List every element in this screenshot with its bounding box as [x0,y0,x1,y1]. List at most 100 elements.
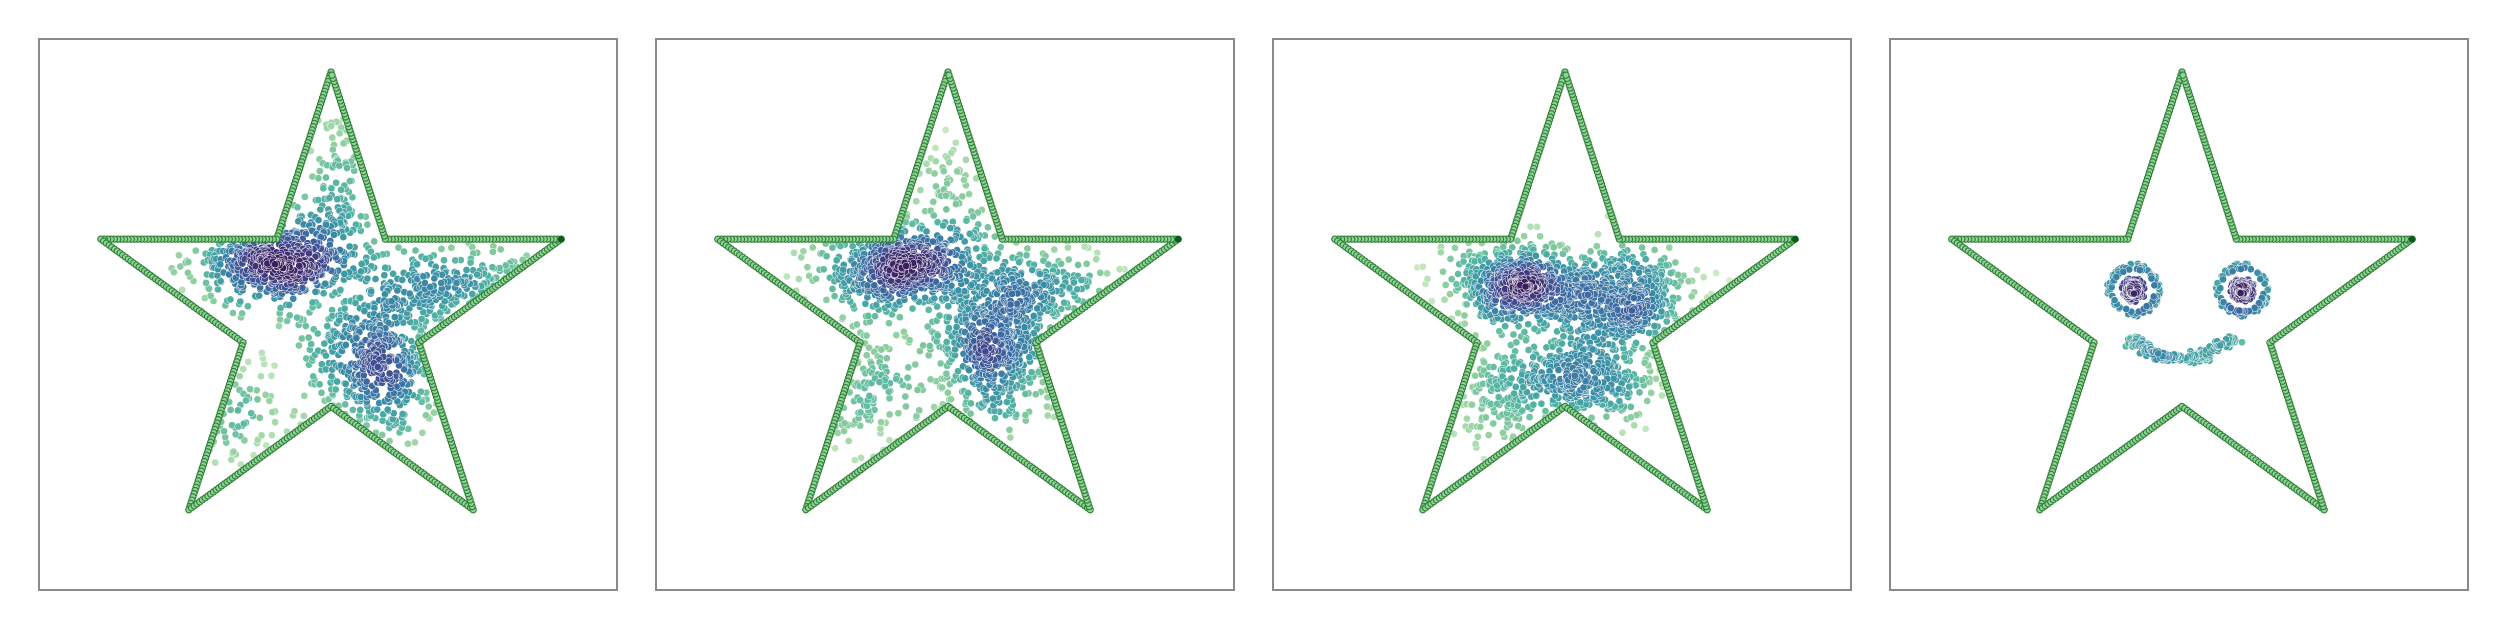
scatter-point [236,297,245,306]
scatter-point [383,405,392,414]
scatter-point [404,425,413,433]
scatter-point [184,258,193,266]
scatter-point [856,396,865,405]
scatter-point [398,276,407,284]
scatter-point [1620,353,1629,362]
scatter-point [942,191,950,200]
star-outline [97,68,565,514]
scatter-point [946,224,955,232]
scatter-point [882,354,891,363]
scatter-plot-2 [714,68,1182,514]
scatter-point [370,237,379,246]
scatter-point [321,279,330,288]
scatter-point [452,279,461,287]
scatter-point [300,391,309,400]
scatter-point [356,294,365,302]
scatter-point [390,313,399,321]
scatter-point [398,410,407,418]
scatter-point [271,418,279,427]
scatter-point [1525,413,1534,421]
scatter-point [341,379,350,388]
scatter-point [839,265,848,274]
scatter-point [1074,261,1082,269]
scatter-point [422,411,430,420]
scatter-point [466,258,475,267]
scatter-point [378,431,387,439]
scatter-point [437,245,446,253]
scatter-point [262,441,271,450]
scatter-point [298,334,306,343]
scatter-point [831,444,839,453]
scatter-point [819,265,828,274]
scatter-point [385,437,394,445]
scatter-point [234,406,242,415]
scatter-point [496,245,505,254]
scatter-point [996,243,1005,251]
scatter-point [1468,400,1476,409]
scatter-point [904,363,913,372]
scatter-point [1510,364,1518,373]
scatter-point [1096,268,1105,277]
scatter-point [1537,399,1546,408]
scatter-point [327,184,336,193]
scatter-point [348,193,357,202]
scatter-point [871,312,879,321]
scatter-point [783,272,791,281]
scatter-point [295,341,303,350]
scatter-point [1638,243,1646,252]
scatter-point [1036,270,1044,278]
scatter-point [339,233,348,241]
scatter-point [892,375,901,383]
scatter-point [1006,433,1015,442]
scatter-point [972,244,981,253]
scatter-point [293,313,301,322]
scatter-point [421,279,429,287]
scatter-point [244,302,252,311]
scatter-point [1647,389,1656,397]
scatter-point [894,409,903,418]
scatter-point [1023,244,1032,253]
scatter-point [966,261,975,269]
scatter-point [1028,266,1037,274]
scatter-point [790,248,798,257]
scatter-point [1474,432,1482,441]
scatter-point [322,173,330,182]
scatter-point [925,342,934,350]
scatter-point [919,341,928,350]
scatter-point [864,312,873,320]
scatter-point [1514,422,1523,431]
scatter-point [426,283,434,291]
scatter-point [1006,300,1015,309]
scatter-point [268,408,277,416]
scatter-point [912,197,921,206]
scatter-point [411,438,419,447]
scatter-point [1559,332,1568,341]
scatter-point [921,293,929,302]
scatter-point [1043,411,1052,420]
scatter-point [307,340,316,348]
scatter-point [349,406,357,414]
scatter-point [229,447,238,456]
scatter-point [335,316,344,325]
scatter-point [960,176,968,184]
scatter-point [916,347,924,355]
scatter-points [167,114,531,469]
scatter-point [345,242,354,251]
scatter-point [1530,324,1539,333]
scatter-point [838,313,847,322]
scatter-point [828,243,837,252]
scatter-point [257,431,266,440]
scatter-point [242,396,250,405]
scatter-point [270,361,279,370]
scatter-point [1643,397,1652,405]
scatter-point [340,304,349,313]
scatter-point [931,157,940,166]
scatter-point [462,266,471,274]
scatter-point [1027,368,1036,377]
scatter-point [247,409,256,418]
scatter-point [1060,298,1068,307]
scatter-point [984,223,992,232]
scatter-point [417,387,425,396]
scatter-point [1650,322,1659,330]
scatter-point [1513,237,1522,245]
